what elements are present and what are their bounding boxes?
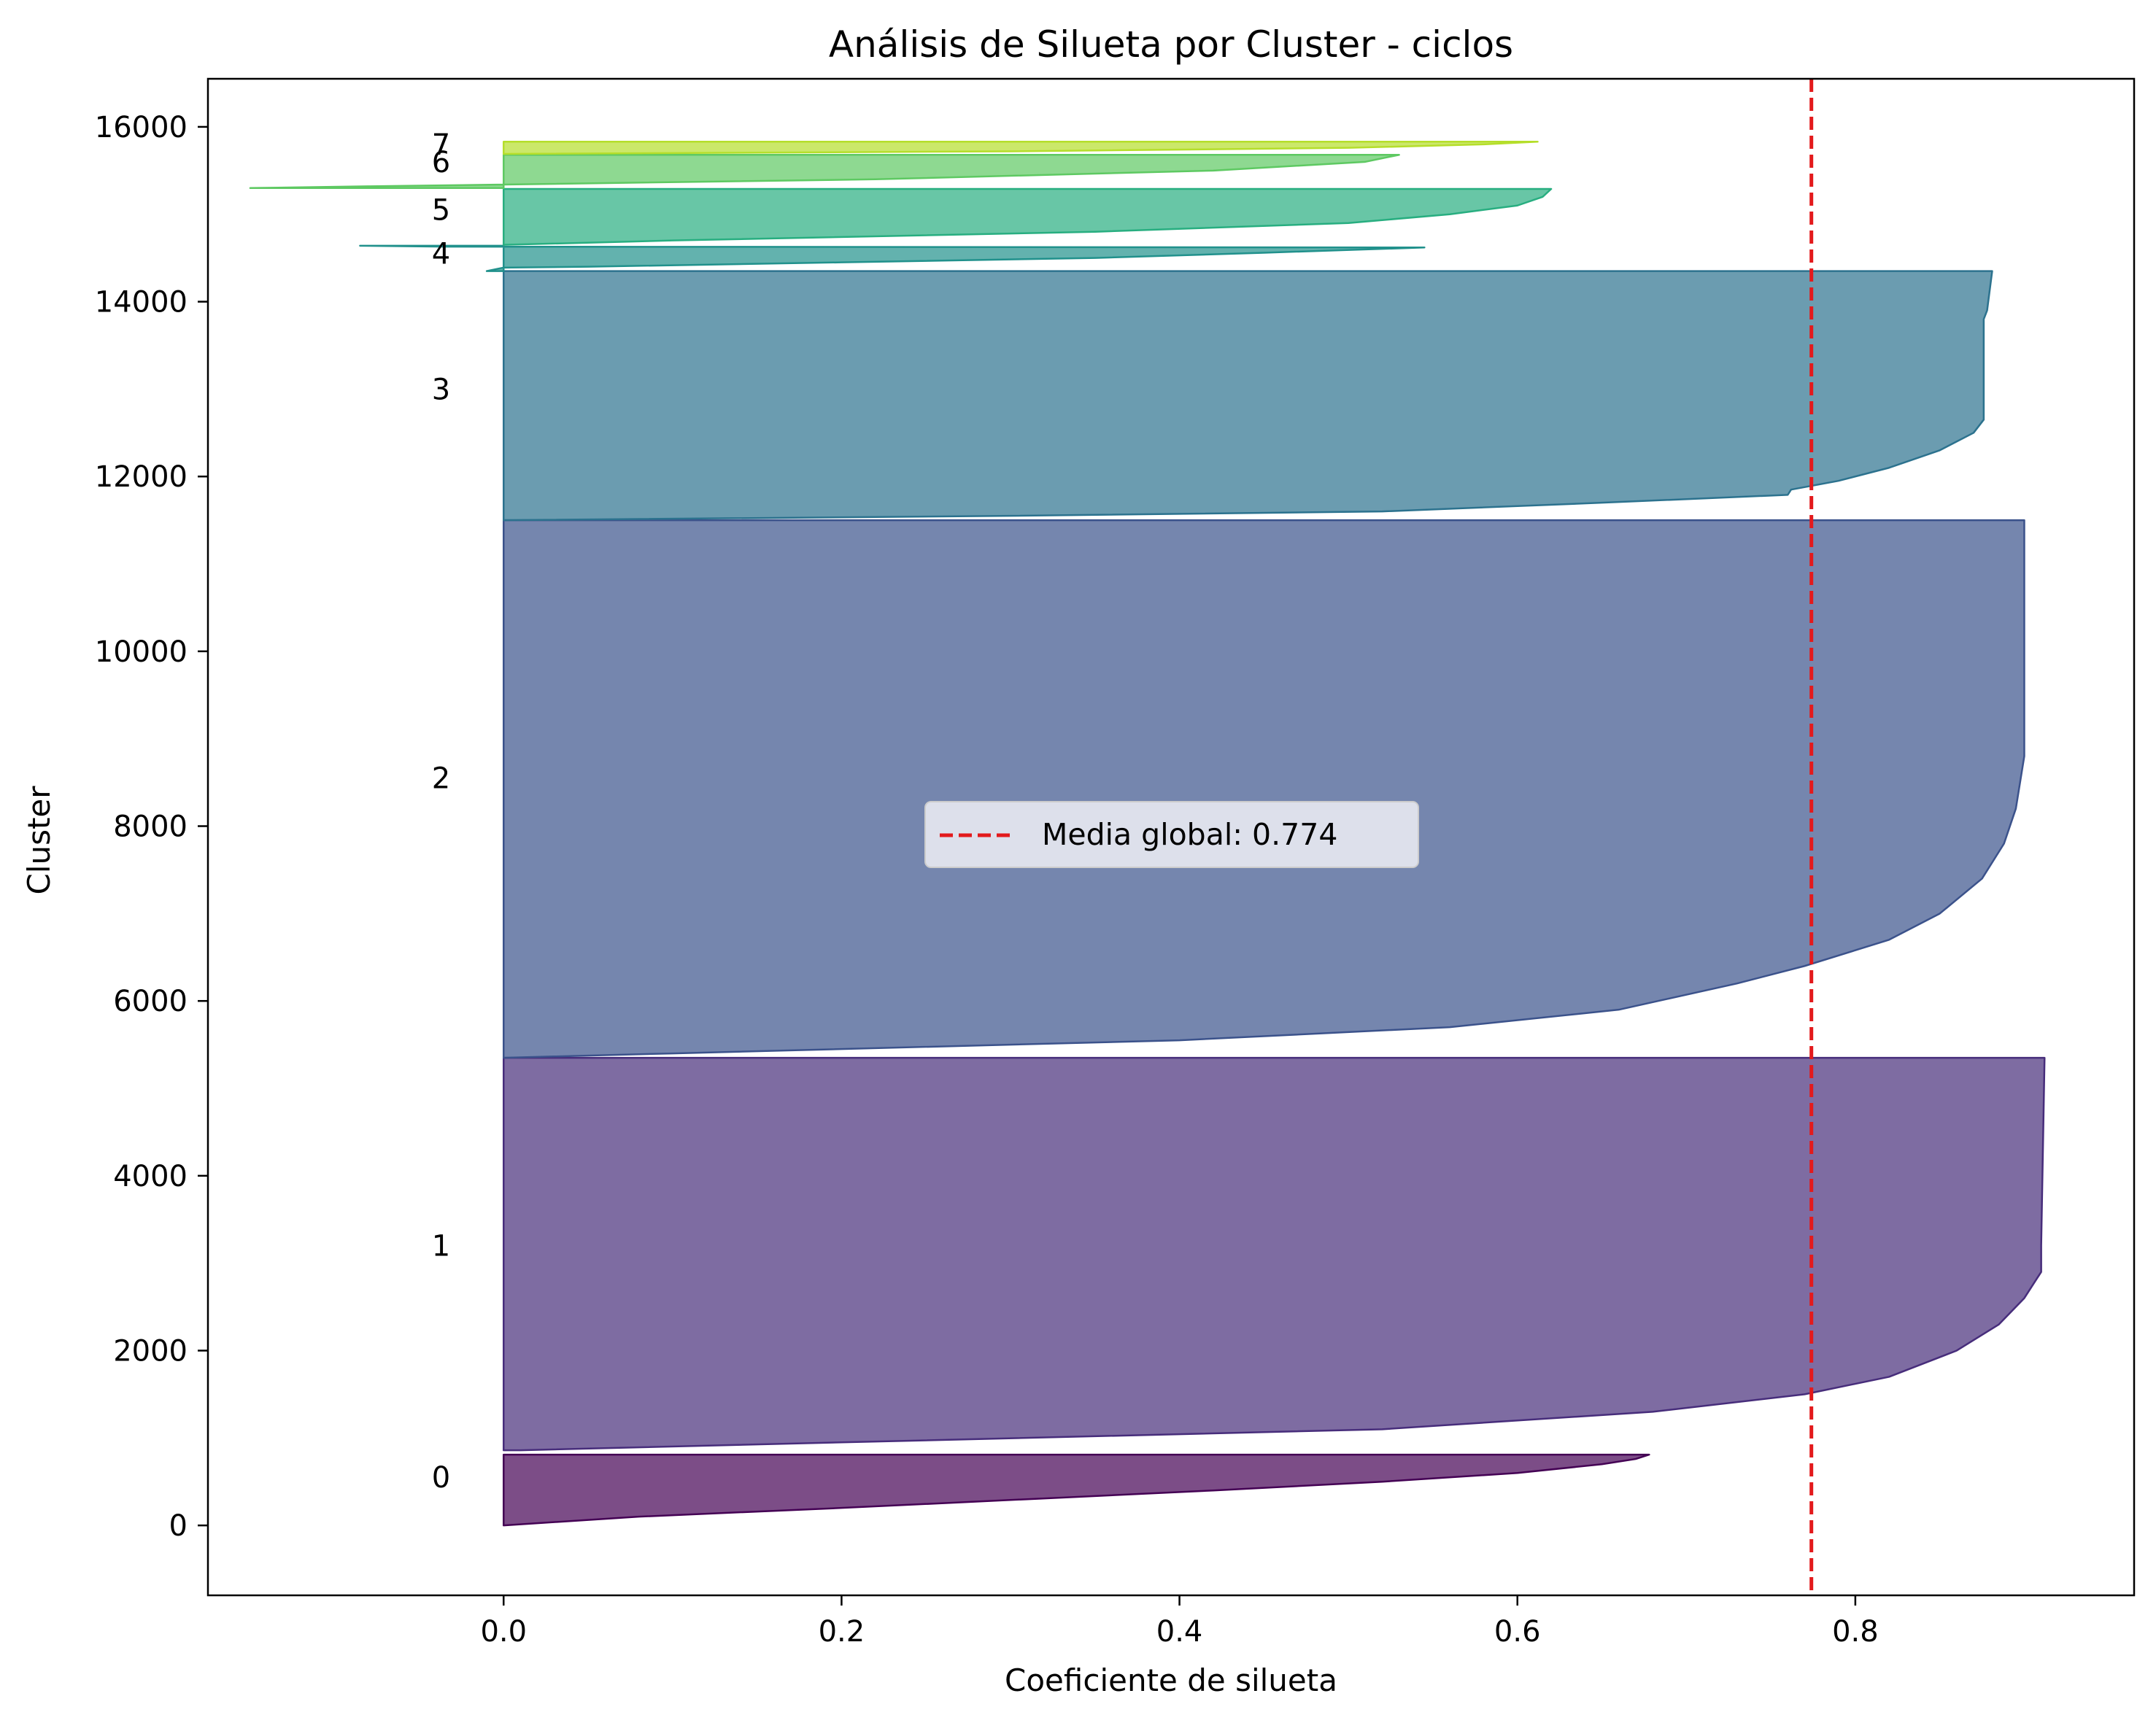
y-tick-label: 4000 [113,1160,188,1193]
y-tick-label: 10000 [95,635,188,669]
cluster-0-label: 0 [432,1461,450,1495]
y-tick-label: 16000 [95,111,188,144]
y-tick-label: 0 [169,1509,188,1543]
cluster-labels-layer: 0 1 2 3 4 5 67 [432,128,450,1495]
legend-box [924,801,1419,868]
plot-frame [206,77,2136,1597]
cluster-2-label: 2 [432,762,450,796]
cluster-2-silhouette [503,519,2025,1059]
cluster-4-label: 4 [432,238,450,271]
x-tick-label: 0.2 [819,1615,865,1649]
cluster-7-silhouette [503,141,1539,155]
x-axis: 0.0 0.2 0.4 0.6 0.8 [480,1595,1879,1649]
cluster-1-label: 1 [432,1230,450,1263]
x-tick-label: 0.4 [1156,1615,1203,1649]
cluster-3-label: 3 [432,373,450,406]
x-tick-label: 0.6 [1494,1615,1541,1649]
y-tick-label: 8000 [113,810,188,844]
x-tick-label: 0.0 [480,1615,527,1649]
cluster-6-silhouette [249,154,1400,190]
cluster-1-silhouette [503,1056,2046,1452]
legend: Media global: 0.774 [924,801,1419,868]
legend-label: Media global: 0.774 [1042,817,1337,852]
cluster-6-label: 6 [432,146,450,179]
chart-title: Análisis de Silueta por Cluster - ciclos [829,23,1513,66]
cluster-3-silhouette [503,270,1993,522]
y-axis: 0 2000 4000 6000 8000 10000 12000 14000 16000 [95,111,208,1543]
y-tick-label: 12000 [95,460,188,494]
y-tick-label: 6000 [113,985,188,1018]
clusters-layer [249,141,2046,1527]
cluster-5-label: 5 [432,194,450,228]
cluster-5-silhouette [503,187,1553,246]
y-tick-label: 14000 [95,286,188,320]
y-axis-title: Cluster [21,786,57,895]
cluster-7-label: 7 [432,128,450,162]
cluster-4-silhouette [359,244,1426,272]
y-tick-label: 2000 [113,1334,188,1368]
x-axis-title: Coeficiente de silueta [1005,1662,1337,1698]
x-tick-label: 0.8 [1832,1615,1879,1649]
cluster-0-silhouette [503,1453,1650,1527]
